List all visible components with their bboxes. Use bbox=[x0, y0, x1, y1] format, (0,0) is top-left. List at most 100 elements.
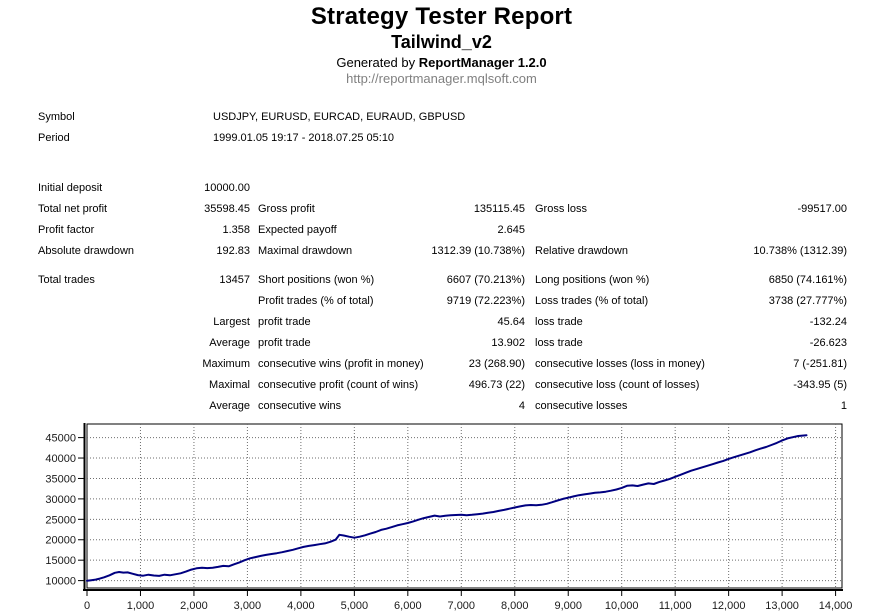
stats-row: Average profit trade 13.902 loss trade -26.6… bbox=[0, 333, 883, 354]
stats-value: Largest bbox=[213, 316, 250, 328]
info-label: Period bbox=[38, 132, 70, 144]
stats-row: Total net profit 35598.45 Gross profit 1351… bbox=[0, 199, 883, 220]
balance-curve bbox=[86, 434, 808, 582]
stats-label: Loss trades (% of total) bbox=[535, 295, 649, 307]
stats-row: Largest profit trade 45.64 loss trade -132.2… bbox=[0, 312, 883, 333]
stats-label: consecutive loss (count of losses) bbox=[535, 379, 700, 391]
stats-label: Maximal drawdown bbox=[258, 245, 353, 257]
generated-by-line: Generated by ReportManager 1.2.0 bbox=[0, 55, 883, 70]
x-tick-label: 14,000 bbox=[819, 600, 853, 612]
generated-by-prefix: Generated by bbox=[336, 55, 419, 70]
stats-value: 135115.45 bbox=[473, 203, 525, 215]
stats-value: -99517.00 bbox=[797, 203, 847, 215]
plot-area bbox=[86, 423, 843, 589]
stats-value: 35598.45 bbox=[204, 203, 250, 215]
stats-value: Average bbox=[209, 400, 250, 412]
x-tick-label: 5,000 bbox=[341, 600, 369, 612]
stats-value: 4 bbox=[518, 400, 525, 412]
stats-label: Total trades bbox=[38, 274, 95, 286]
balance-chart: 10000 15000 20000 25000 30000 35000 40000 45000… bbox=[28, 420, 856, 615]
stats-value: 1.358 bbox=[222, 224, 250, 236]
stats-row: Total trades 13457 Short positions (won %)… bbox=[0, 270, 883, 291]
info-label: Symbol bbox=[38, 111, 75, 123]
stats-label: profit trade bbox=[258, 316, 311, 328]
info-row: Period 1999.01.05 19:17 - 2018.07.25 05:1… bbox=[0, 128, 883, 149]
x-tick-label: 4,000 bbox=[287, 600, 315, 612]
y-tick-label: 15000 bbox=[45, 555, 76, 567]
info-row: Symbol USDJPY, EURUSD, EURCAD, EURAUD, GB… bbox=[0, 107, 883, 128]
y-tick-label: 35000 bbox=[45, 473, 76, 485]
x-tick-label: 13,000 bbox=[765, 600, 799, 612]
stats-label: Short positions (won %) bbox=[258, 274, 375, 286]
stats-label: Relative drawdown bbox=[535, 245, 628, 257]
info-table: Symbol USDJPY, EURUSD, EURCAD, EURAUD, GB… bbox=[0, 107, 883, 149]
stats-value: Maximal bbox=[209, 379, 250, 391]
stats-label: consecutive profit (count of wins) bbox=[258, 379, 419, 391]
stats-label: Profit trades (% of total) bbox=[258, 295, 374, 307]
stats-value: 23 (268.90) bbox=[468, 358, 525, 370]
stats-row: Absolute drawdown 192.83 Maximal drawdown 1… bbox=[0, 241, 883, 262]
stats-value: 7 (-251.81) bbox=[793, 358, 847, 370]
y-tick-label: 40000 bbox=[45, 453, 76, 465]
x-tick-label: 8,000 bbox=[501, 600, 529, 612]
stats-table-summary: Initial deposit 10000.00 Total net profit 3… bbox=[0, 178, 883, 262]
stats-row: Profit trades (% of total) 9719 (72.223%)… bbox=[0, 291, 883, 312]
stats-label: profit trade bbox=[258, 337, 311, 349]
stats-row: Maximal consecutive profit (count of wins… bbox=[0, 375, 883, 396]
stats-row: Average consecutive wins 4 consecutive loss… bbox=[0, 396, 883, 417]
x-tick-label: 3,000 bbox=[234, 600, 262, 612]
stats-value: 10000.00 bbox=[204, 182, 250, 194]
stats-value: -132.24 bbox=[809, 316, 847, 328]
x-tick-label: 11,000 bbox=[659, 600, 692, 612]
stats-label: Long positions (won %) bbox=[535, 274, 650, 286]
y-tick-label: 45000 bbox=[45, 433, 76, 445]
report-url-link[interactable]: http://reportmanager.mqlsoft.com bbox=[346, 71, 537, 86]
report-title: Strategy Tester Report bbox=[310, 3, 573, 30]
x-tick-label: 0 bbox=[84, 600, 90, 612]
stats-value: Average bbox=[209, 337, 250, 349]
x-tick-label: 10,000 bbox=[605, 600, 639, 612]
stats-label: Expected payoff bbox=[258, 224, 337, 236]
report-subtitle: Tailwind_v2 bbox=[391, 32, 492, 52]
stats-label: Initial deposit bbox=[38, 182, 103, 194]
stats-value: 496.73 (22) bbox=[468, 379, 525, 391]
x-tick-label: 2,000 bbox=[180, 600, 208, 612]
y-tick-label: 30000 bbox=[45, 494, 76, 506]
stats-label: consecutive losses bbox=[535, 400, 628, 412]
stats-value: -343.95 (5) bbox=[793, 379, 847, 391]
stats-value: Maximum bbox=[202, 358, 250, 370]
stats-row: Maximum consecutive wins (profit in money… bbox=[0, 354, 883, 375]
stats-table-trades: Total trades 13457 Short positions (won %)… bbox=[0, 270, 883, 417]
balance-chart-svg: 10000 15000 20000 25000 30000 35000 40000 45000… bbox=[45, 423, 853, 612]
stats-label: Gross profit bbox=[258, 203, 315, 215]
stats-value: 13.902 bbox=[491, 337, 525, 349]
info-value: 1999.01.05 19:17 - 2018.07.25 05:10 bbox=[213, 132, 395, 144]
stats-value: 2.645 bbox=[497, 224, 525, 236]
stats-label: consecutive losses (loss in money) bbox=[535, 358, 705, 370]
stats-row: Profit factor 1.358 Expected payoff 2.645 bbox=[0, 220, 883, 241]
stats-label: loss trade bbox=[535, 337, 583, 349]
stats-value: 3738 (27.777%) bbox=[768, 295, 847, 307]
y-tick-label: 25000 bbox=[45, 514, 76, 526]
generator-name: ReportManager 1.2.0 bbox=[418, 55, 547, 70]
x-tick-label: 7,000 bbox=[448, 600, 476, 612]
stats-value: 9719 (72.223%) bbox=[446, 295, 525, 307]
y-tick-label: 20000 bbox=[45, 535, 76, 547]
stats-value: 1312.39 (10.738%) bbox=[431, 245, 525, 257]
stats-row: Initial deposit 10000.00 bbox=[0, 178, 883, 199]
stats-label: consecutive wins (profit in money) bbox=[258, 358, 424, 370]
stats-value: 13457 bbox=[219, 274, 250, 286]
stats-label: Total net profit bbox=[38, 203, 108, 215]
stats-label: loss trade bbox=[535, 316, 583, 328]
x-tick-label: 6,000 bbox=[394, 600, 422, 612]
stats-label: consecutive wins bbox=[258, 400, 342, 412]
stats-value: 192.83 bbox=[216, 245, 250, 257]
info-value: USDJPY, EURUSD, EURCAD, EURAUD, GBPUSD bbox=[213, 111, 466, 123]
stats-value: 1 bbox=[840, 400, 847, 412]
stats-label: Gross loss bbox=[535, 203, 587, 215]
stats-value: 45.64 bbox=[497, 316, 525, 328]
x-tick-label: 1,000 bbox=[127, 600, 155, 612]
stats-label: Absolute drawdown bbox=[38, 245, 135, 257]
stats-label: Profit factor bbox=[38, 224, 95, 236]
